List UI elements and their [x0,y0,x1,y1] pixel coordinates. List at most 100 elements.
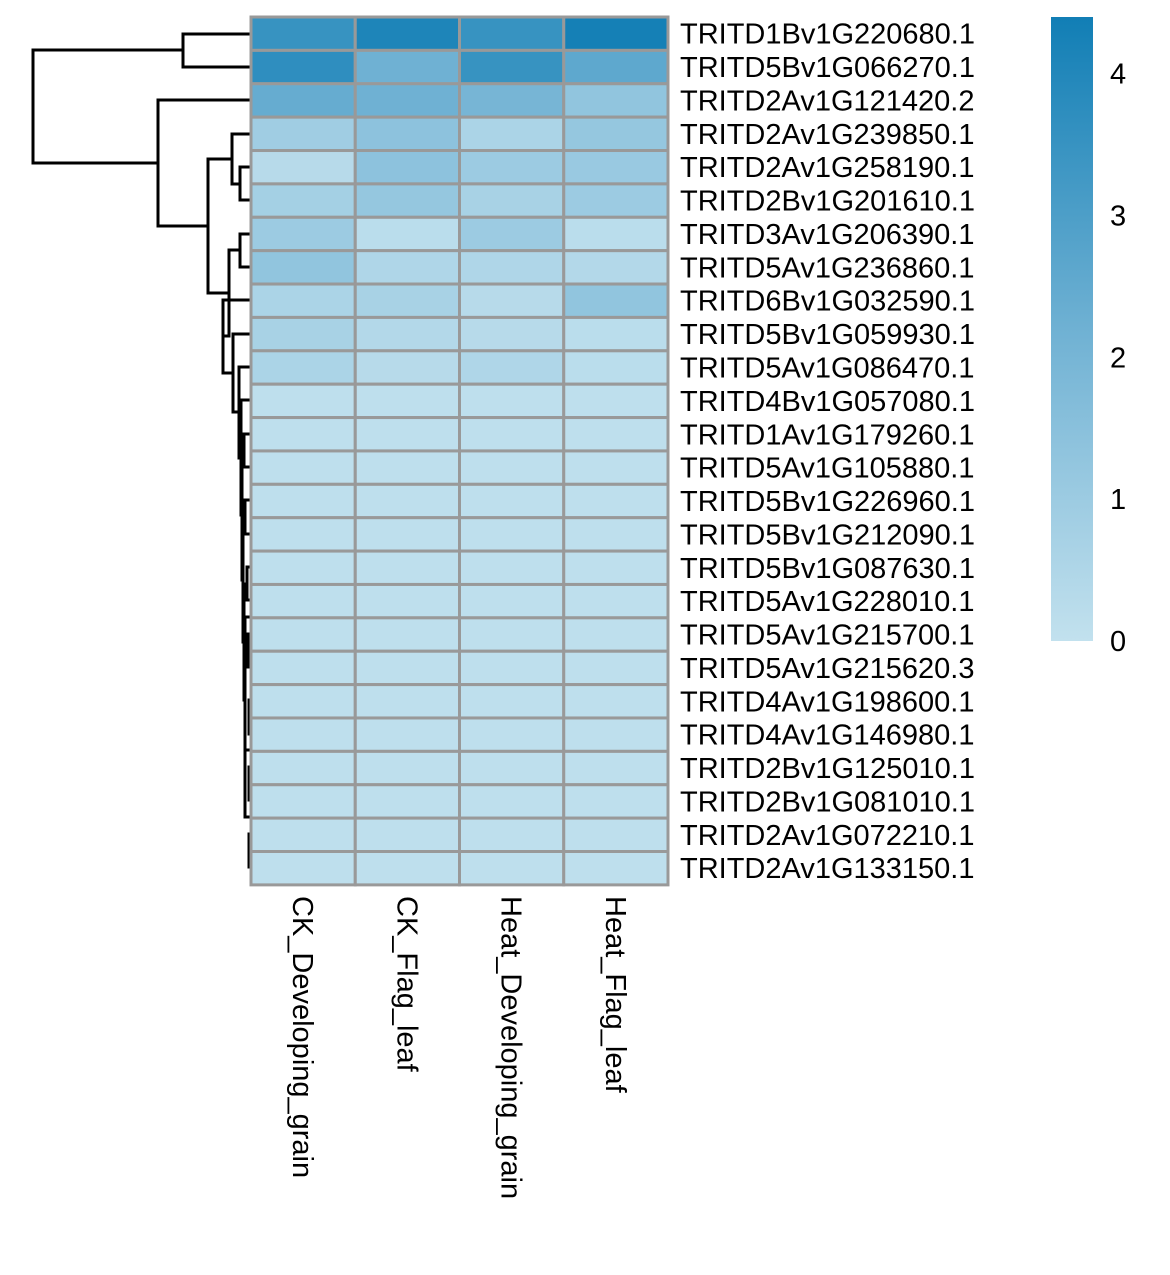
heatmap-cell [353,549,461,586]
legend-tick-label: 3 [1110,201,1126,233]
heatmap-cell [353,850,461,887]
row-dendrogram [31,32,252,869]
column-label: Heat_Developing_grain [495,896,527,1199]
heatmap-cell [562,48,670,86]
heatmap-cell [249,315,357,353]
heatmap-cell [458,249,566,286]
heatmap-cell [562,783,670,820]
heatmap-cell [562,683,670,720]
heatmap-cell [562,549,670,586]
heatmap-cell [353,783,461,820]
heatmap-cell [562,182,670,219]
heatmap-cell [249,215,357,253]
heatmap-cell [249,549,357,586]
heatmap-cell [458,783,566,820]
row-label: TRITD5Bv1G059930.1 [680,319,975,351]
column-label: CK_Developing_grain [286,896,318,1178]
row-label: TRITD1Bv1G220680.1 [680,19,975,51]
heatmap-cell [353,382,461,420]
heatmap-cell [562,449,670,486]
heatmap-cell [458,649,566,687]
heatmap-cell [458,82,566,119]
legend-tick-label: 1 [1110,484,1126,516]
row-label: TRITD4Av1G146980.1 [680,720,974,752]
heatmap-cell [458,115,566,153]
row-label: TRITD5Av1G215620.3 [680,653,974,685]
heatmap-cell [562,482,670,520]
row-label: TRITD4Bv1G057080.1 [680,386,975,418]
row-label: TRITD5Bv1G087630.1 [680,553,975,585]
row-label: TRITD5Bv1G226960.1 [680,486,975,518]
heatmap-cell [353,449,461,486]
heatmap-cell [353,716,461,753]
heatmap-cell [562,82,670,119]
heatmap-cell [353,315,461,353]
heatmap-cell [458,449,566,486]
heatmap-cell [562,816,670,853]
heatmap-cell [458,349,566,386]
heatmap-cell [249,115,357,153]
heatmap-cell [249,416,357,453]
heatmap-cell [353,416,461,453]
heatmap-cell [353,82,461,119]
row-label: TRITD2Av1G239850.1 [680,119,974,151]
row-label: TRITD5Av1G086470.1 [680,352,974,384]
heatmap-cell [562,516,670,553]
heatmap-cell [562,749,670,787]
heatmap-cell [249,649,357,687]
heatmap-cell [353,215,461,253]
dendrogram-branch [156,98,252,228]
heatmap-cell [249,48,357,86]
heatmap-cell [249,582,357,620]
heatmap-cell [353,516,461,553]
heatmap-cell [562,382,670,420]
heatmap-cell [562,115,670,153]
heatmap-cell [249,850,357,887]
heatmap-cell [562,649,670,687]
heatmap-cell [353,749,461,787]
heatmap-cell [458,616,566,653]
dendrogram-branch [31,48,185,165]
heatmap-cell [353,115,461,153]
heatmap-cell [249,282,357,319]
legend-tick-label: 0 [1110,626,1126,658]
heatmap-cell [249,182,357,219]
heatmap-cell [249,349,357,386]
heatmap-cell [353,816,461,853]
legend-tick-label: 2 [1110,342,1126,374]
heatmap-cell [458,482,566,520]
heatmap-cell [458,749,566,787]
row-label: TRITD5Bv1G212090.1 [680,519,975,551]
heatmap-cell [458,15,566,52]
heatmap-cell [562,582,670,620]
color-legend: 0 1 2 3 4 [1051,17,1126,658]
heatmap-cell [353,182,461,219]
heatmap-cell [249,516,357,553]
row-label: TRITD1Av1G179260.1 [680,419,974,451]
heatmap-cell [562,249,670,286]
column-label: CK_Flag_leaf [390,896,422,1073]
heatmap-cell [562,15,670,52]
heatmap-cell [458,182,566,219]
heatmap-cell [458,516,566,553]
heatmap-cell [458,816,566,853]
heatmap-cell [353,282,461,319]
heatmap-cell [353,649,461,687]
heatmap-cell [353,616,461,653]
heatmap-cells [249,15,670,887]
heatmap-cell [458,48,566,86]
heatmap-cell [562,716,670,753]
heatmap-cell [458,683,566,720]
heatmap-cell [249,816,357,853]
legend-color-bar [1051,17,1093,641]
row-label: TRITD2Av1G133150.1 [680,853,974,885]
heatmap-cell [249,616,357,653]
row-label: TRITD3Av1G206390.1 [680,219,974,251]
heatmap-cell [562,850,670,887]
heatmap-cell [458,282,566,319]
heatmap-cell [458,215,566,253]
heatmap-cell [562,215,670,253]
heatmap-cell [458,549,566,586]
heatmap-cell [562,349,670,386]
